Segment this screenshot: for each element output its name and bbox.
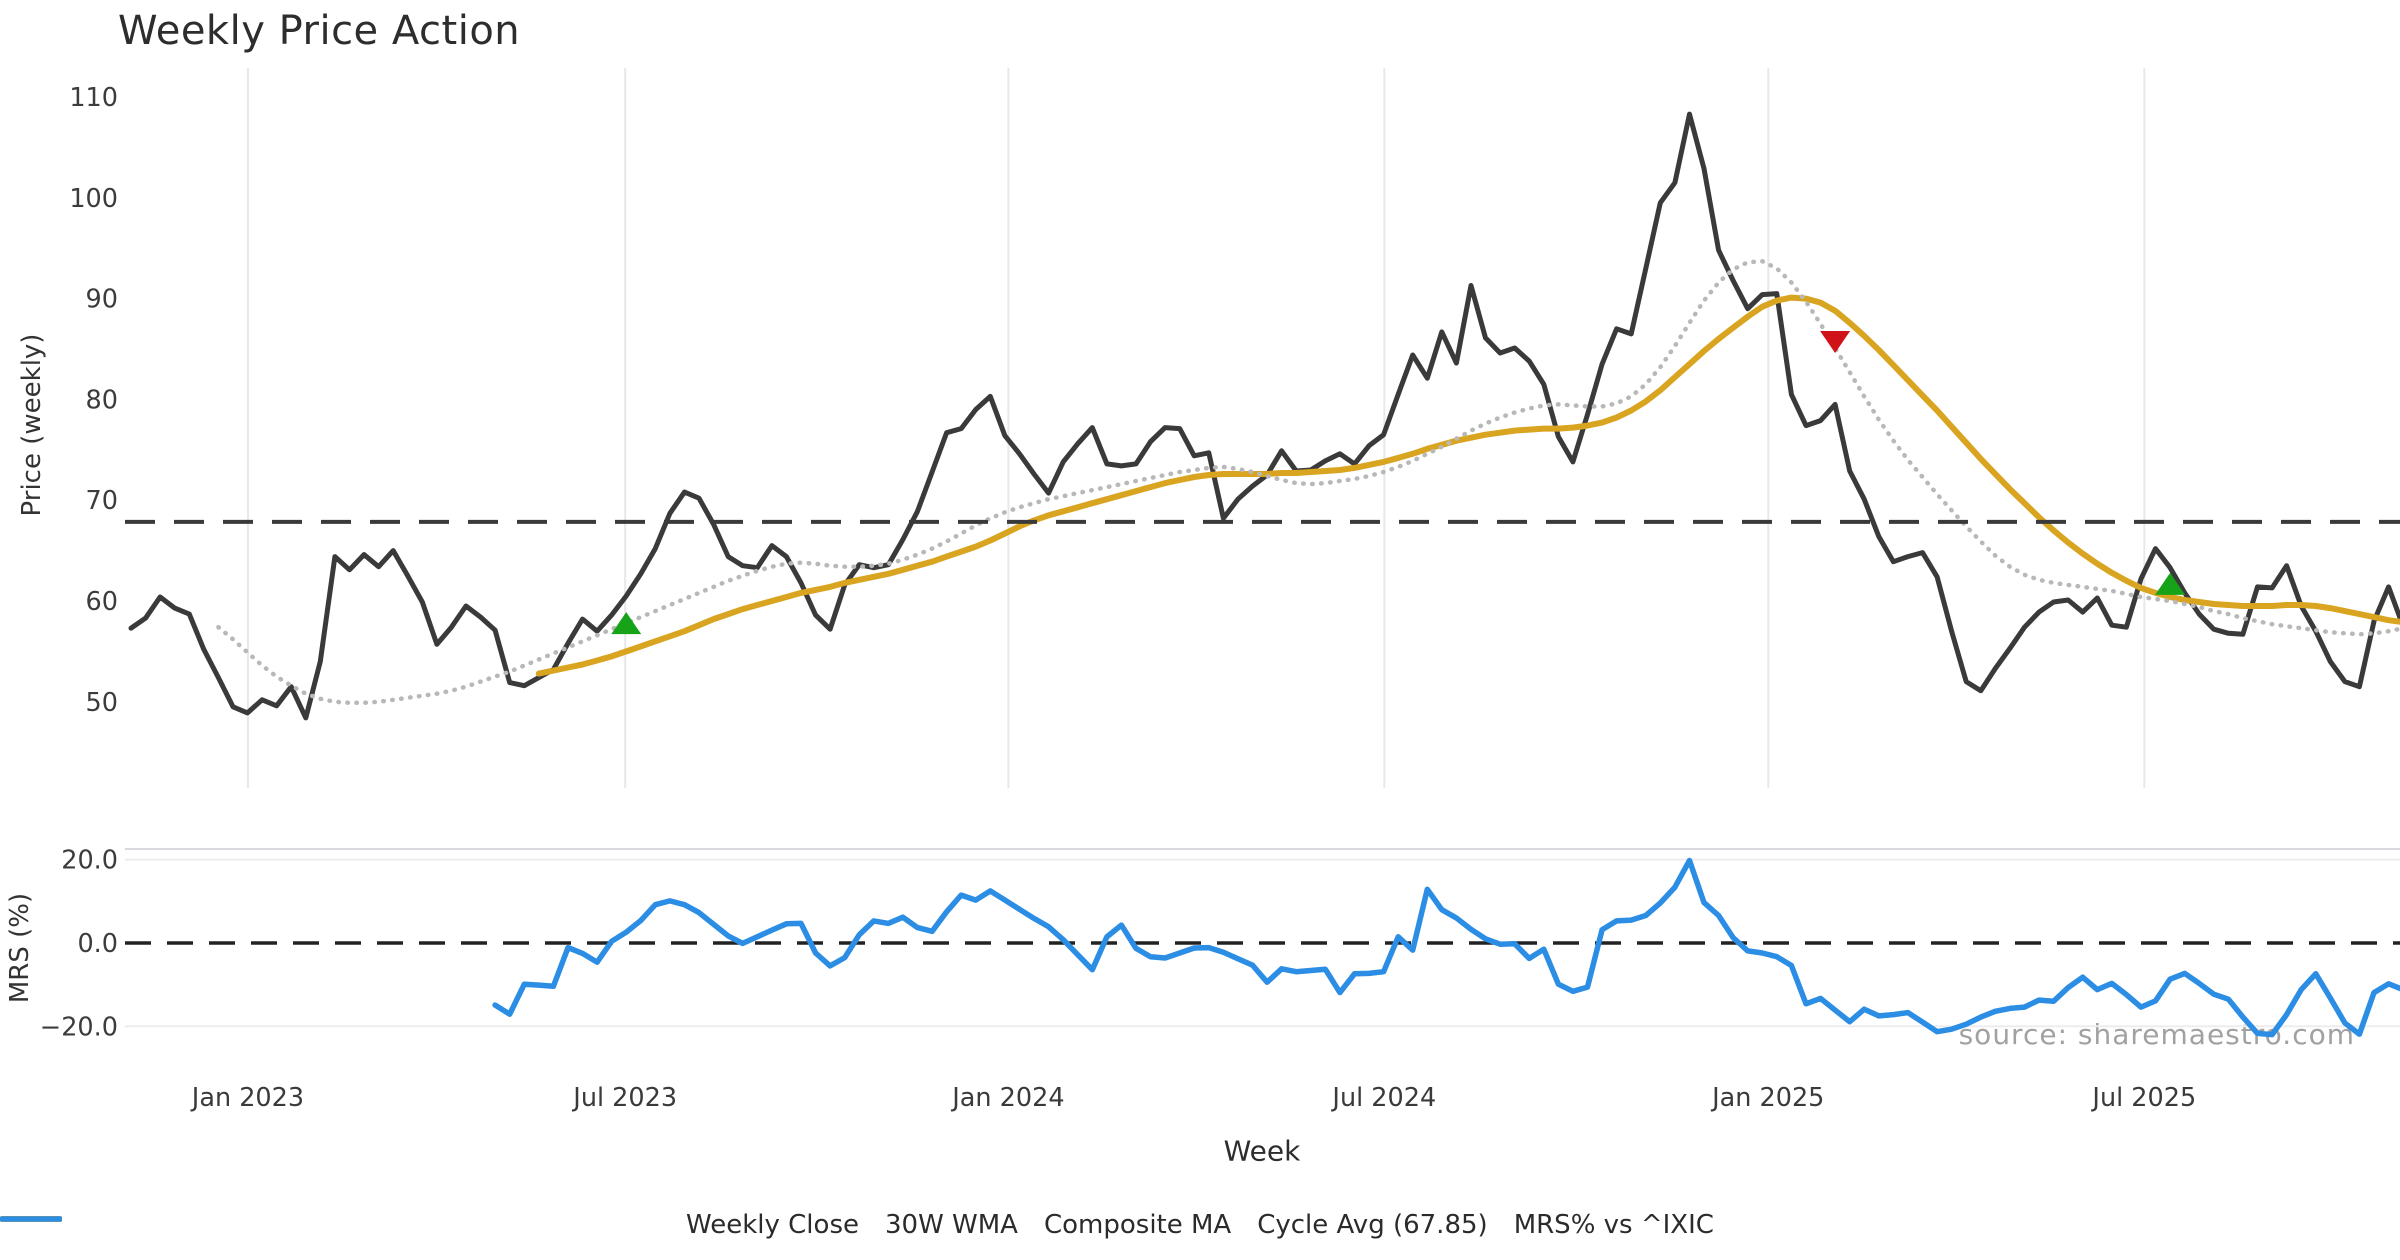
x-tick-label: Jul 2024 [1330,1083,1436,1113]
x-tick-label: Jan 2025 [1710,1083,1824,1113]
mrs-tick-label: −20.0 [40,1012,118,1042]
price-tick-label: 60 [86,587,118,617]
legend-label: Weekly Close [686,1210,859,1240]
legend-line-sample-icon [0,1216,62,1222]
page-title: Weekly Price Action [118,8,521,54]
x-axis-label: Week [1223,1134,1301,1168]
legend-label: MRS% vs ^IXIC [1513,1210,1714,1240]
price-tick-label: 110 [69,83,118,113]
mrs-tick-label: 20.0 [61,846,118,876]
price-tick-label: 90 [86,285,118,315]
buy-signal-marker [2155,572,2186,595]
series-weekly-close [128,111,2400,721]
buy-signal-marker [611,612,642,635]
legend-item-weekly-close: Weekly Close [0,1210,859,1240]
x-tick-label: Jan 2023 [190,1083,304,1113]
sell-signal-marker [1820,330,1851,353]
price-tick-label: 80 [86,385,118,415]
series-30w-wma [535,294,2400,677]
legend-item-mrs-vs-ixic: MRS% vs ^IXIC [0,1210,1714,1240]
price-tick-label: 50 [86,688,118,718]
series-composite-ma [216,259,2400,706]
price-axis-label: Price (weekly) [17,333,47,517]
x-tick-label: Jul 2023 [571,1083,677,1113]
x-tick-label: Jul 2025 [2090,1083,2196,1113]
series-mrs-vs-ixic [492,857,2400,1038]
watermark: source: sharemaestro.com [1958,1018,2355,1051]
price-tick-label: 70 [86,486,118,516]
legend-label: 30W WMA [884,1210,1018,1240]
mrs-tick-label: 0.0 [77,929,118,959]
legend-item-cycle-avg-67-85-: Cycle Avg (67.85) [0,1210,1488,1240]
legend: Weekly Close 30W WMA Composite MA Cycle Avg… [0,1210,2400,1240]
legend-label: Cycle Avg (67.85) [1257,1210,1488,1240]
x-tick-label: Jan 2024 [950,1083,1064,1113]
legend-label: Composite MA [1043,1210,1232,1240]
legend-item-composite-ma: Composite MA [0,1210,1232,1240]
price-tick-label: 100 [69,184,118,214]
mrs-axis-label: MRS (%) [5,892,35,1004]
legend-item-30w-wma: 30W WMA [0,1210,1018,1240]
